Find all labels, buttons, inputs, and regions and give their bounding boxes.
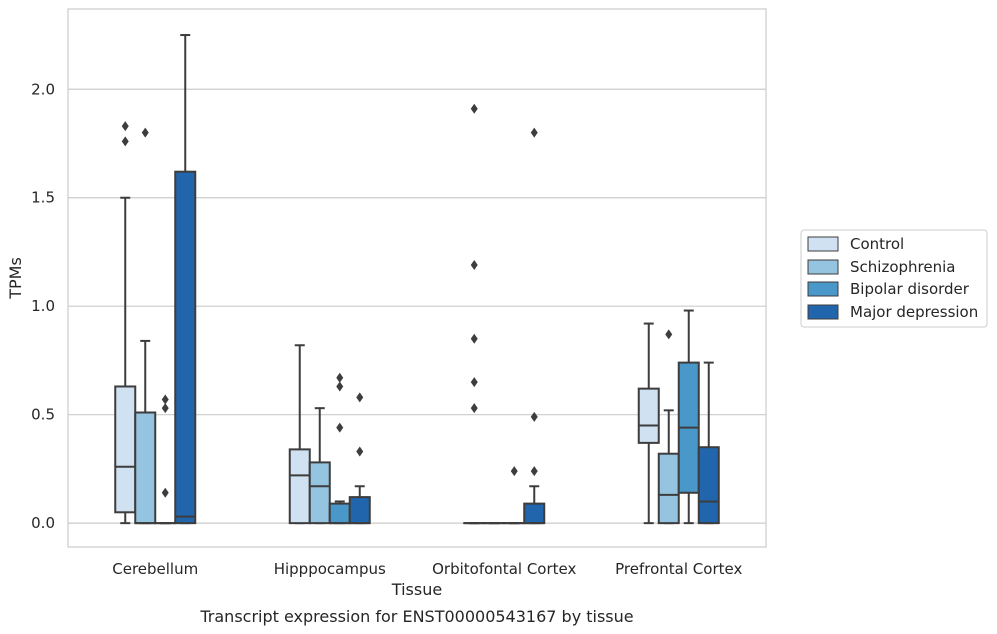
legend-label-control: Control — [850, 235, 904, 253]
box-0-2 — [154, 394, 177, 525]
box-3-3 — [697, 361, 720, 525]
box-iqr — [134, 411, 157, 525]
box-0-0 — [114, 121, 137, 525]
y-tick-label: 1.5 — [31, 189, 55, 207]
box-2-3 — [523, 127, 546, 525]
x-tick-label: Prefrontal Cortex — [615, 560, 742, 578]
outlier-point — [161, 487, 169, 498]
outlier-point — [530, 411, 538, 422]
legend-swatch-schizophrenia — [807, 259, 839, 275]
y-axis-title: TPMs — [6, 257, 25, 300]
box-2-0 — [463, 103, 486, 525]
legend-item-control: Control — [807, 235, 904, 253]
legend-item-bipolar-disorder: Bipolar disorder — [807, 280, 970, 298]
box-iqr — [657, 452, 680, 525]
box-3-0 — [637, 322, 660, 525]
y-tick-label: 0.0 — [31, 514, 55, 532]
x-tick-label: Orbitofontal Cortex — [432, 560, 576, 578]
legend-swatch-bipolar-disorder — [807, 281, 839, 297]
legend-swatch-major-depression — [807, 304, 839, 320]
legend-label-schizophrenia: Schizophrenia — [850, 258, 955, 276]
box-iqr — [328, 502, 351, 525]
outlier-point — [336, 422, 344, 433]
box-3-1 — [657, 329, 680, 525]
box-1-0 — [288, 344, 311, 525]
plot-frame — [67, 8, 767, 548]
y-tick-labels: 0.0 0.5 1.0 1.5 2.0 — [31, 80, 55, 532]
x-tick-label: Cerebellum — [112, 560, 198, 578]
box-1-2 — [328, 372, 351, 525]
outlier-point — [530, 127, 538, 138]
outlier-point — [470, 333, 478, 344]
outlier-point — [470, 103, 478, 114]
box-1-1 — [308, 407, 331, 525]
y-tick-label: 0.5 — [31, 406, 55, 424]
x-tick-label: Hipppocampus — [274, 560, 386, 578]
box-0-3 — [174, 34, 197, 525]
legend-item-major-depression: Major depression — [807, 303, 978, 321]
chart-caption: Transcript expression for ENST0000054316… — [199, 607, 633, 626]
box-iqr — [523, 502, 546, 525]
box-iqr — [174, 170, 197, 525]
outlier-point — [665, 329, 673, 340]
outlier-point — [356, 392, 364, 403]
legend-swatch-control — [807, 236, 839, 252]
outlier-point — [161, 394, 169, 405]
box-iqr — [697, 446, 720, 525]
box-iqr — [288, 448, 311, 525]
outlier-point — [356, 446, 364, 457]
outlier-point — [336, 372, 344, 383]
box-plots — [114, 34, 720, 525]
outlier-point — [530, 466, 538, 477]
legend: Control Schizophrenia Bipolar disorder M… — [800, 229, 988, 328]
box-2-2 — [503, 466, 526, 525]
legend-item-schizophrenia: Schizophrenia — [807, 258, 955, 276]
legend-frame — [800, 229, 988, 328]
y-tick-label: 1.0 — [31, 297, 55, 315]
outlier-point — [121, 121, 129, 132]
outlier-point — [336, 381, 344, 392]
y-tick-label: 2.0 — [31, 80, 55, 98]
x-tick-labels: Cerebellum Hipppocampus Orbitofontal Corte… — [112, 560, 742, 578]
outlier-point — [470, 403, 478, 414]
outlier-point — [470, 377, 478, 388]
box-iqr — [348, 496, 371, 525]
box-0-1 — [134, 127, 157, 525]
legend-label-major-depression: Major depression — [850, 303, 978, 321]
box-iqr — [637, 387, 660, 444]
outlier-point — [141, 127, 149, 138]
box-iqr — [308, 461, 331, 525]
outlier-point — [121, 136, 129, 147]
outlier-point — [161, 403, 169, 414]
x-axis-title: Tissue — [391, 580, 442, 599]
outlier-point — [510, 466, 518, 477]
box-iqr — [114, 385, 137, 514]
legend-label-bipolar-disorder: Bipolar disorder — [850, 280, 970, 298]
box-3-2 — [677, 309, 700, 525]
box-1-3 — [348, 392, 371, 525]
outlier-point — [470, 259, 478, 270]
